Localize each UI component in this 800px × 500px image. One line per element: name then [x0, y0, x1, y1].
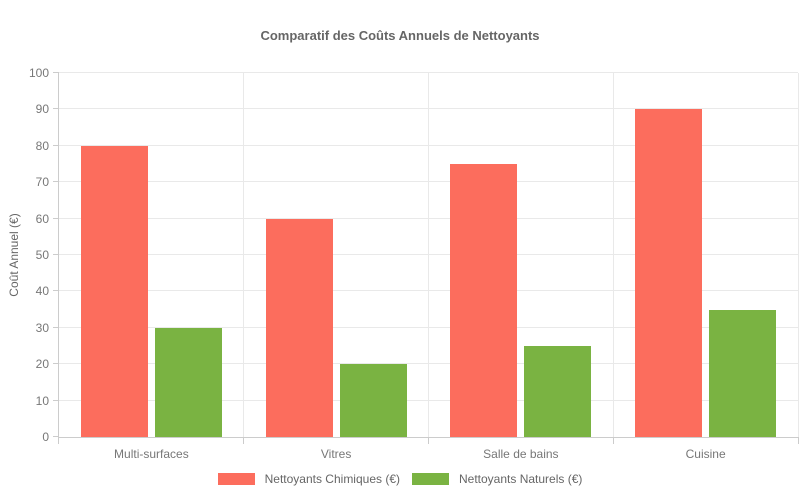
gridline-x-3	[612, 73, 614, 437]
bar-nettoyants-chimiques-salle-de-bains[interactable]	[450, 164, 518, 437]
x-tick-mark-1	[243, 437, 245, 444]
bar-nettoyants-naturels-cuisine[interactable]	[709, 309, 777, 437]
legend-label-nettoyants-naturels: Nettoyants Naturels (€)	[459, 472, 583, 486]
y-tick-label-100: 100	[28, 66, 49, 80]
y-tick-label-30: 30	[35, 320, 49, 335]
legend-label-nettoyants-chimiques: Nettoyants Chimiques (€)	[264, 472, 400, 486]
x-category-label-multi-surfaces: Multi-surfaces	[114, 447, 189, 461]
legend-item-nettoyants-naturels[interactable]: Nettoyants Naturels (€)	[412, 472, 582, 486]
legend: Nettoyants Chimiques (€) Nettoyants Natur…	[0, 472, 800, 486]
y-tick-mark-90	[53, 108, 59, 110]
y-tick-mark-60	[53, 217, 59, 219]
gridline-x-1	[243, 73, 245, 437]
x-category-label-cuisine: Cuisine	[685, 447, 726, 461]
x-tick-mark-2	[428, 437, 429, 444]
bar-nettoyants-naturels-vitres[interactable]	[339, 364, 407, 437]
y-tick-mark-70	[53, 181, 59, 183]
bar-nettoyants-chimiques-multi-surfaces[interactable]	[80, 145, 148, 437]
bar-group-multi-surfaces	[59, 73, 244, 437]
bar-nettoyants-naturels-salle-de-bains[interactable]	[524, 346, 592, 437]
gridline-y-100	[59, 72, 798, 73]
bar-nettoyants-chimiques-vitres[interactable]	[265, 218, 333, 437]
legend-item-nettoyants-chimiques[interactable]: Nettoyants Chimiques (€)	[217, 472, 400, 486]
y-tick-label-0: 0	[42, 430, 49, 444]
y-tick-label-20: 20	[35, 357, 49, 372]
x-tick-mark-4	[798, 437, 799, 444]
y-tick-label-70: 70	[35, 175, 49, 190]
y-tick-label-10: 10	[35, 393, 49, 408]
legend-swatch-nettoyants-naturels	[412, 473, 449, 485]
y-tick-mark-30	[53, 326, 59, 328]
bar-group-cuisine	[613, 73, 798, 437]
y-tick-mark-10	[53, 399, 59, 401]
y-tick-mark-40	[53, 290, 59, 292]
y-tick-label-40: 40	[35, 284, 49, 299]
y-tick-label-90: 90	[35, 102, 49, 117]
chart-title: Comparatif des Coûts Annuels de Nettoyan…	[260, 28, 540, 43]
plot-area: 0 10 20 30 40 50 60 70 80 90 100 Multi-surfaces Vitr…	[29, 66, 799, 461]
bar-group-salle-de-bains	[429, 73, 614, 437]
x-tick-mark-0	[58, 437, 59, 444]
y-axis-title: Coût Annuel (€)	[7, 213, 21, 297]
x-category-label-salle-de-bains: Salle de bains	[483, 447, 559, 461]
y-tick-mark-0	[53, 436, 59, 437]
y-tick-mark-50	[53, 254, 59, 255]
x-tick-mark-3	[612, 437, 614, 444]
y-tick-label-60: 60	[35, 211, 49, 226]
y-tick-mark-100	[53, 72, 59, 73]
legend-swatch-nettoyants-chimiques	[217, 473, 255, 485]
bar-group-vitres	[244, 73, 429, 437]
y-tick-mark-80	[53, 144, 59, 146]
y-tick-label-80: 80	[35, 138, 49, 153]
x-category-label-vitres: Vitres	[320, 447, 352, 461]
gridline-x-2	[428, 73, 429, 437]
y-tick-label-50: 50	[35, 248, 49, 262]
y-tick-mark-20	[53, 363, 59, 365]
bar-nettoyants-naturels-multi-surfaces[interactable]	[154, 327, 222, 437]
bar-nettoyants-chimiques-cuisine[interactable]	[635, 109, 703, 437]
